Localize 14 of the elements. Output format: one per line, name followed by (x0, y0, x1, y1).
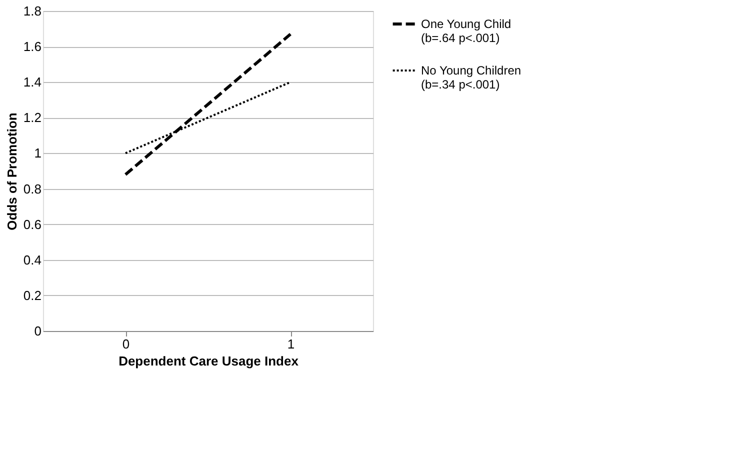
y-axis-title: Odds of Promotion (4, 112, 20, 230)
y-tick-label: 1.4 (23, 74, 42, 90)
y-tick-label: 0 (34, 324, 42, 338)
y-tick-label: 0.8 (23, 181, 42, 196)
legend-label: One Young Child (b=.64 p<.001) (421, 17, 512, 45)
y-tick-label: 0.4 (23, 252, 42, 268)
legend-label: No Young Children (b=.34 p<.001) (421, 64, 522, 92)
y-tick-label: 1.8 (23, 4, 42, 18)
x-axis-title: Dependent Care Usage Index (118, 354, 300, 368)
y-tick-label: 1.2 (23, 110, 42, 126)
y-tick-label: 0.2 (23, 288, 42, 303)
y-tick-label: 0.6 (23, 216, 42, 232)
y-tick-label: 1 (34, 146, 42, 161)
y-tick-label: 1.6 (23, 39, 42, 54)
